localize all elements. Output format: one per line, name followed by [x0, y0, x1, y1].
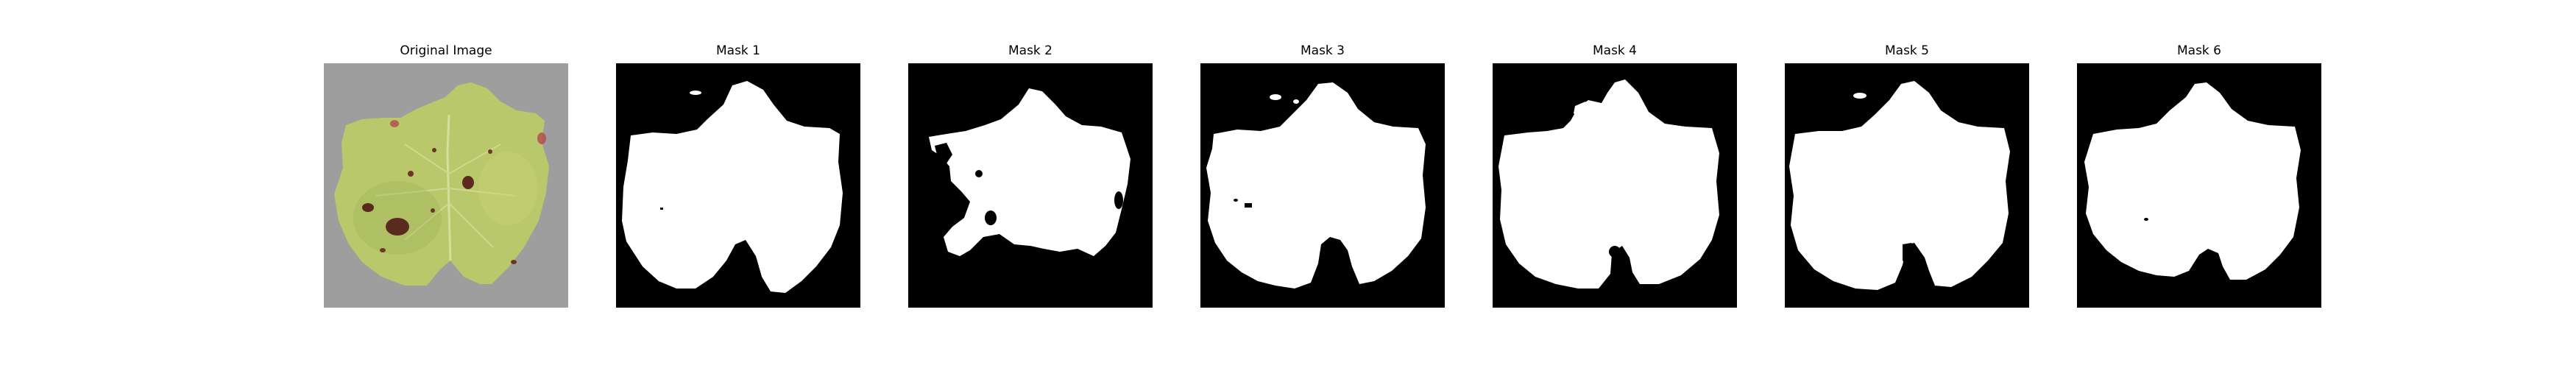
panel-title: Mask 6 [2176, 43, 2221, 58]
panel-title: Mask 5 [1884, 43, 1929, 58]
mask-5-image [1785, 63, 2029, 308]
mask-6-image [2077, 63, 2321, 308]
panel-mask-4: Mask 4 [1493, 43, 1737, 311]
mask-4-image [1493, 63, 1737, 308]
original-leaf-photo [324, 63, 568, 308]
panel-mask-1: Mask 1 [616, 43, 860, 311]
panel-mask-2: Mask 2 [908, 43, 1153, 311]
mask-3-image [1200, 63, 1445, 308]
mask-1-image [616, 63, 860, 308]
panel-title: Original Image [400, 43, 492, 58]
panel-title: Mask 3 [1300, 43, 1345, 58]
panel-original-image: Original Image [324, 43, 568, 311]
panel-mask-5: Mask 5 [1785, 43, 2029, 311]
panel-mask-6: Mask 6 [2077, 43, 2321, 311]
panel-mask-3: Mask 3 [1200, 43, 1445, 311]
mask-2-image [908, 63, 1153, 308]
panel-title: Mask 2 [1008, 43, 1052, 58]
panel-title: Mask 1 [715, 43, 760, 58]
panel-title: Mask 4 [1592, 43, 1637, 58]
